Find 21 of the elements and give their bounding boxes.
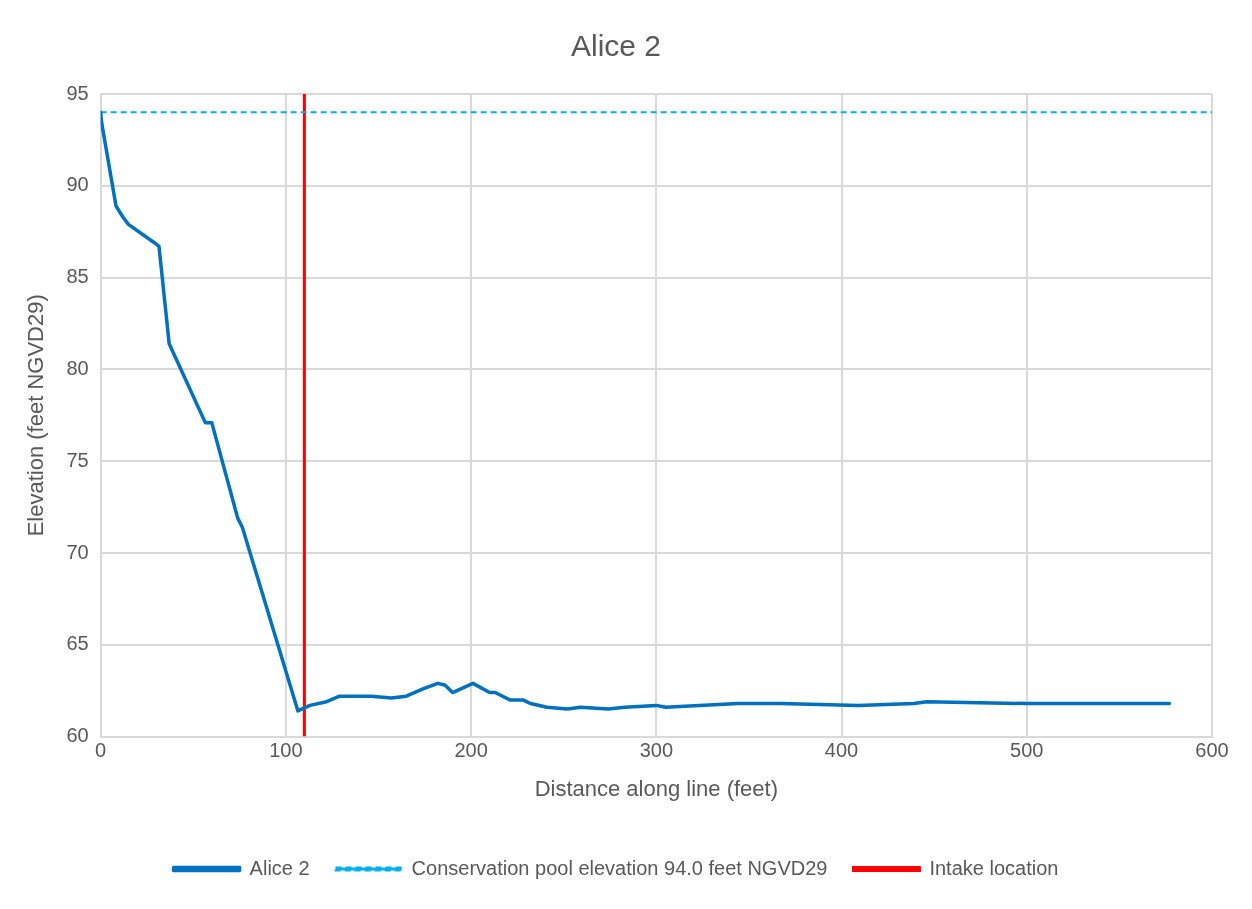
x-tick-label: 200 bbox=[454, 739, 488, 762]
y-tick-label: 75 bbox=[66, 448, 89, 471]
legend-label: Conservation pool elevation 94.0 feet NGVD29 bbox=[411, 856, 828, 879]
y-tick-label: 70 bbox=[66, 540, 89, 563]
y-tick-label: 60 bbox=[66, 724, 89, 747]
y-tick-label: 80 bbox=[66, 356, 89, 379]
x-axis-title: Distance along line (feet) bbox=[534, 775, 778, 801]
legend-label: Intake location bbox=[929, 856, 1059, 879]
x-tick-label: 0 bbox=[95, 739, 107, 762]
y-tick-label: 65 bbox=[66, 632, 89, 655]
y-axis-title: Elevation (feet NGVD29) bbox=[23, 294, 49, 537]
y-tick-label: 85 bbox=[66, 265, 89, 288]
chart-title: Alice 2 bbox=[570, 29, 662, 63]
x-tick-label: 400 bbox=[824, 739, 859, 762]
x-tick-label: 600 bbox=[1195, 739, 1229, 762]
x-tick-label: 100 bbox=[269, 739, 303, 762]
y-tick-label: 95 bbox=[66, 81, 89, 104]
x-tick-label: 500 bbox=[1010, 739, 1044, 762]
y-tick-label: 90 bbox=[66, 173, 89, 196]
x-tick-label: 300 bbox=[639, 739, 674, 762]
legend-label: Alice 2 bbox=[249, 856, 310, 879]
